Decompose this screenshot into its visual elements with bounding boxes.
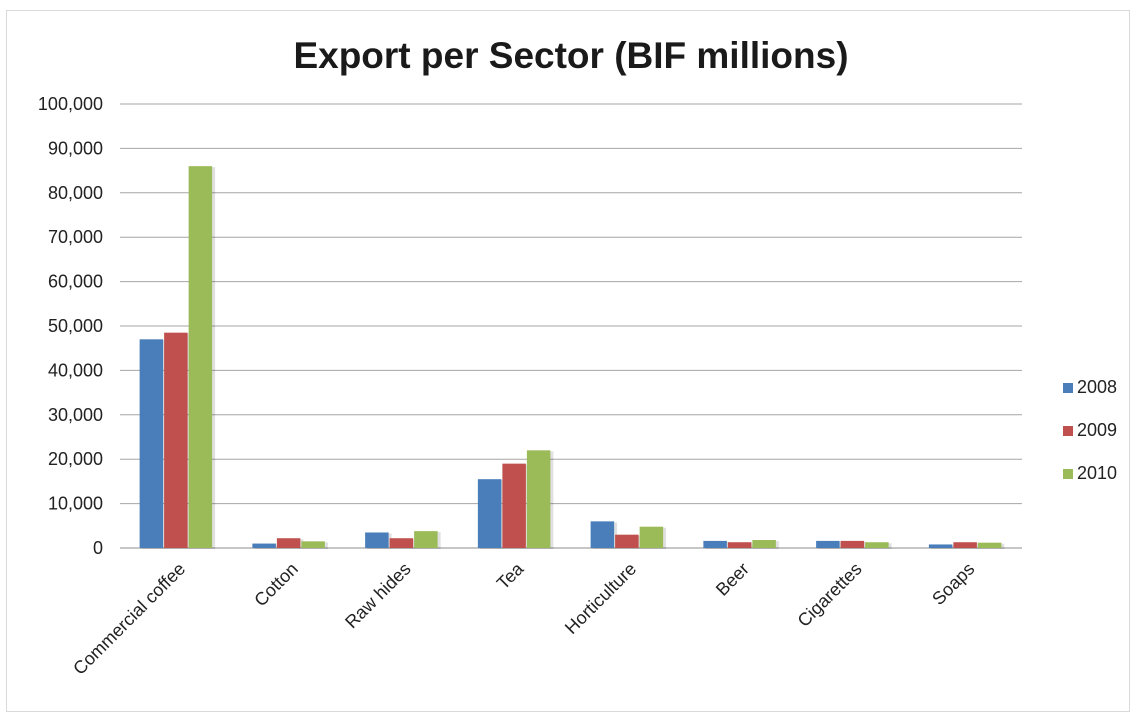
- legend-label: 2008: [1077, 377, 1117, 397]
- bar-2009-4: [615, 534, 639, 548]
- bar-2008-3: [477, 479, 502, 548]
- legend-swatch: [1063, 469, 1073, 479]
- bar-2009-2: [389, 538, 414, 548]
- x-category-label: Tea: [493, 558, 528, 593]
- legend-swatch: [1063, 426, 1073, 436]
- y-tick-label: 100,000: [38, 94, 103, 114]
- bar-2009-5: [727, 542, 752, 548]
- bar-2008-1: [252, 543, 276, 548]
- bar-2008-2: [365, 532, 389, 548]
- x-category-label: Horticulture: [561, 559, 640, 638]
- bar-2010-6: [865, 542, 889, 548]
- y-tick-label: 60,000: [48, 272, 103, 292]
- y-axis-ticks: 0 10,000 20,000 30,000 40,000 50,000 60,000 70,…: [38, 94, 103, 558]
- y-tick-label: 50,000: [48, 316, 103, 336]
- bar-2008-4: [590, 521, 615, 548]
- y-tick-label: 80,000: [48, 183, 103, 203]
- y-tick-label: 30,000: [48, 405, 103, 425]
- x-category-label: Cotton: [250, 559, 302, 611]
- y-tick-label: 10,000: [48, 494, 103, 514]
- chart-title: Export per Sector (BIF millions): [293, 35, 848, 76]
- y-tick-label: 40,000: [48, 360, 103, 380]
- bars: [139, 166, 1005, 549]
- bar-2010-1: [301, 541, 325, 548]
- bar-2010-2: [414, 531, 438, 548]
- bar-2008-7: [928, 544, 953, 548]
- x-category-label: Soaps: [928, 559, 978, 609]
- bar-2009-1: [276, 538, 301, 548]
- bar-2009-6: [840, 540, 865, 548]
- bar-2010-4: [639, 526, 664, 548]
- y-tick-label: 20,000: [48, 449, 103, 469]
- legend-label: 2010: [1077, 463, 1117, 483]
- x-category-label: Commercial coffee: [69, 559, 189, 679]
- y-tick-label: 70,000: [48, 227, 103, 247]
- bar-2009-3: [502, 463, 526, 548]
- bar-2010-5: [752, 540, 776, 548]
- legend-swatch: [1063, 383, 1073, 393]
- bar-2008-6: [816, 540, 840, 548]
- bar-2008-0: [139, 339, 164, 548]
- legend: 2008 2009 2010: [1063, 377, 1117, 483]
- bar-2010-3: [526, 450, 551, 548]
- x-category-label: Beer: [712, 559, 753, 600]
- gridlines: [120, 103, 1022, 549]
- y-tick-label: 90,000: [48, 138, 103, 158]
- x-axis-categories: Commercial coffee Cotton Raw hides Tea Horti…: [69, 558, 978, 679]
- bar-2009-7: [953, 542, 977, 548]
- legend-label: 2009: [1077, 420, 1117, 440]
- bar-2010-7: [977, 542, 1002, 548]
- x-category-label: Cigarettes: [794, 559, 866, 631]
- bar-2009-0: [164, 332, 188, 548]
- bar-2008-5: [703, 540, 727, 548]
- y-tick-label: 0: [93, 538, 103, 558]
- x-category-label: Raw hides: [341, 559, 415, 633]
- bar-2010-0: [188, 166, 213, 548]
